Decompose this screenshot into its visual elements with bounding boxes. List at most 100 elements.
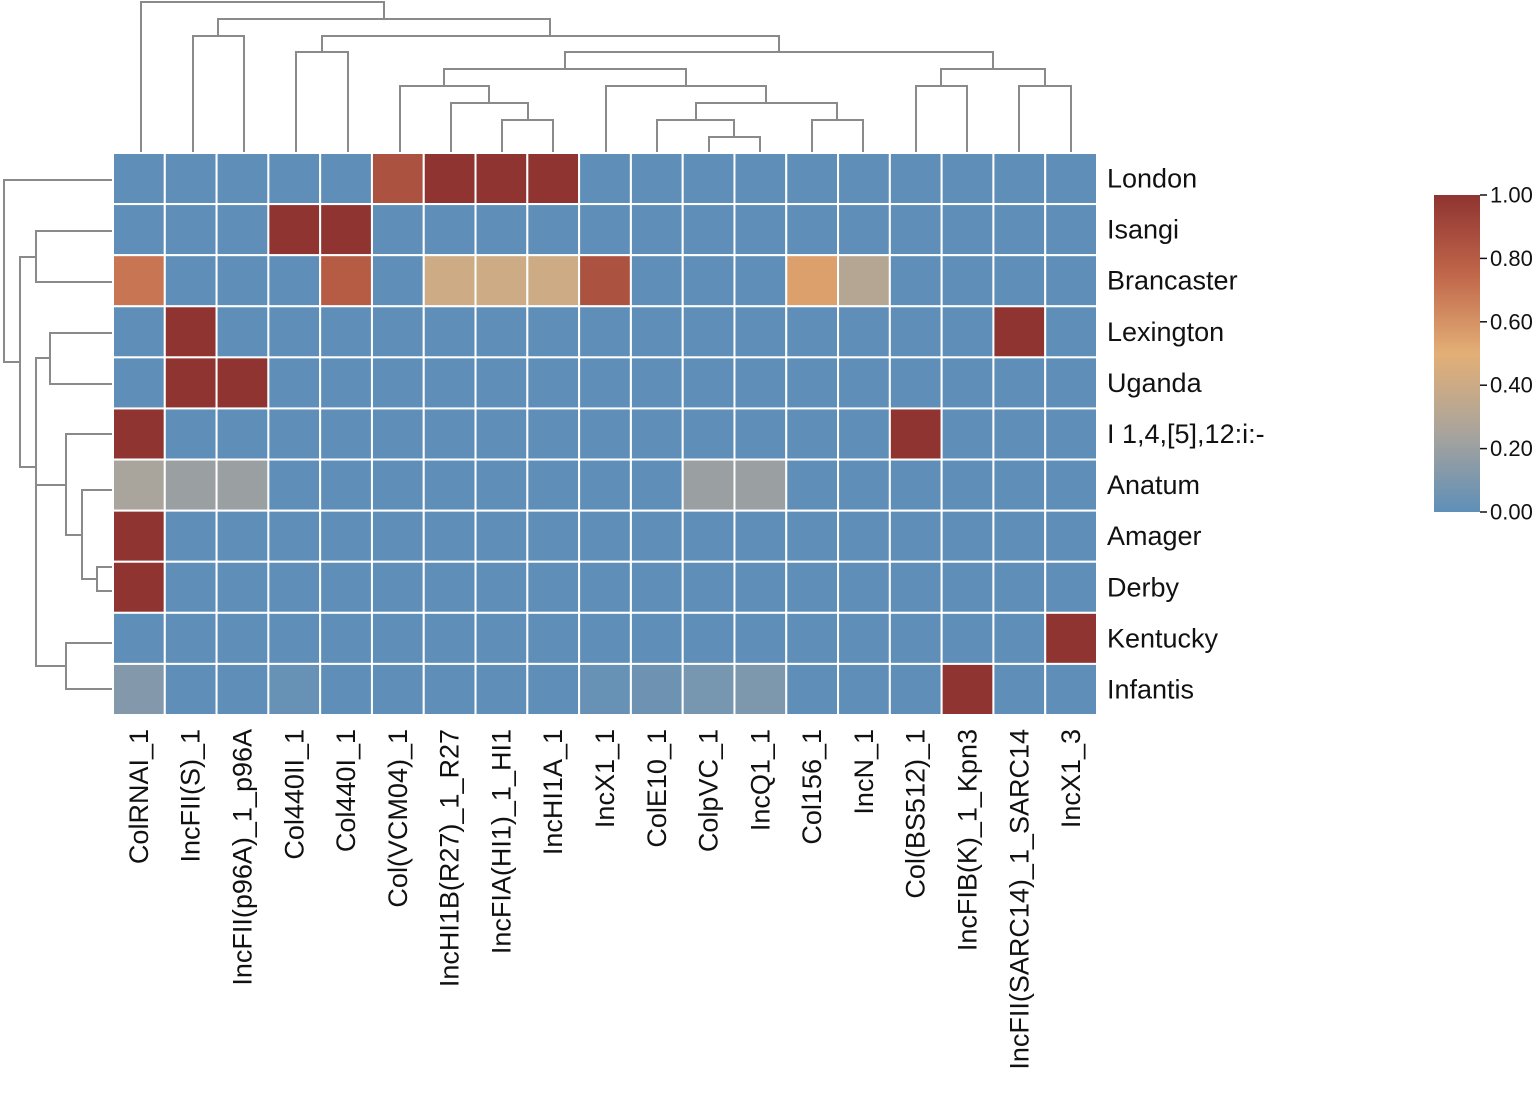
row-dendro-link [3,179,113,363]
heatmap-cell [888,509,943,563]
heatmap-cell [681,611,736,665]
heatmap-cell [733,560,788,614]
row-label: Kentucky [1107,623,1219,653]
row-label: Derby [1107,572,1180,602]
col-dendro-link [192,35,245,153]
heatmap-cell [578,509,632,563]
heatmap-cell [215,662,270,717]
heatmap-cell [267,458,322,512]
heatmap-cell [526,254,581,308]
heatmap-cell [837,152,891,206]
heatmap-cell [319,203,373,257]
heatmap-cell [370,509,425,563]
col-dendro-link [695,102,838,120]
heatmap-cell [474,254,529,308]
row-dendro-link [35,484,66,667]
heatmap-cell [888,662,943,717]
row-dendro-link [35,230,113,283]
heatmap-cell [629,560,684,614]
heatmap-cell [474,356,529,410]
heatmap-cell [940,305,995,359]
heatmap-cell [733,203,788,257]
col-dendro-link [501,119,554,153]
colorbar-tick-label: 0.80 [1490,246,1533,271]
heatmap-cell [629,662,684,717]
col-dendro-link [399,85,490,153]
heatmap-cell [940,509,995,563]
heatmap-cell [267,611,322,665]
heatmap-cell [578,407,632,461]
heatmap-cell [370,611,425,665]
heatmap-cell [370,203,425,257]
heatmap-cell [940,152,995,206]
column-label: IncFII(S)_1 [176,729,206,863]
heatmap-cell [1044,407,1099,461]
heatmap-cell [112,254,166,308]
heatmap-cell [733,611,788,665]
heatmap-cell [629,458,684,512]
heatmap-cell [888,356,943,410]
col-dendro-link [321,35,780,52]
heatmap-cell [785,152,840,206]
heatmap-cell [837,254,891,308]
heatmap-cell [267,509,322,563]
colorbar-tick-label: 0.00 [1490,500,1533,525]
heatmap-cell [578,458,632,512]
heatmap-cell [112,509,166,563]
heatmap-cell [629,509,684,563]
heatmap-cell [163,152,218,206]
heatmap-cell [629,305,684,359]
heatmap-cell [940,203,995,257]
heatmap-cell [474,509,529,563]
heatmap-cell [837,458,891,512]
heatmap-cell [681,560,736,614]
heatmap-cell [1044,611,1099,665]
col-dendro-link [217,18,551,36]
heatmap-cell [940,611,995,665]
heatmap-cell [733,509,788,563]
heatmap-cell [112,305,166,359]
row-dendro-link [19,256,36,468]
heatmap-cell [940,356,995,410]
heatmap-cell [370,662,425,717]
heatmap-cell [1044,509,1099,563]
heatmap-cell [163,407,218,461]
heatmap-cell [578,254,632,308]
row-label: Amager [1107,521,1202,551]
heatmap-cell [1044,458,1099,512]
heatmap-cell [733,458,788,512]
heatmap-cell [1044,305,1099,359]
column-label: IncQ1_1 [745,729,775,831]
heatmap-cell [785,305,840,359]
heatmap-cell [422,509,477,563]
heatmap-cell [1044,560,1099,614]
heatmap-cell [629,203,684,257]
heatmap-cell [319,254,373,308]
heatmap-cell [992,356,1047,410]
heatmap-cell [888,611,943,665]
heatmap-cell [837,305,891,359]
heatmap-cell [785,254,840,308]
heatmap-cell [112,560,166,614]
heatmap-cell [112,152,166,206]
column-label: ColE10_1 [642,729,672,848]
colorbar: 1.00 0.80 0.60 0.40 0.20 0.00 [1434,183,1533,525]
col-dendro-link [443,68,687,86]
column-label: IncFII(SARC14)_1_SARC14 [1004,729,1034,1070]
heatmap-cell [319,509,373,563]
heatmap-cell [319,407,373,461]
heatmap-cell [163,560,218,614]
heatmap-cell [163,254,218,308]
heatmap-cell [1044,356,1099,410]
heatmap-cell [215,305,270,359]
row-dendro-link [96,566,113,592]
heatmap-cell [888,305,943,359]
heatmap-cell [578,305,632,359]
heatmap-cell [992,662,1047,717]
column-label: Col(BS512)_1 [901,729,931,899]
heatmap-cell [422,254,477,308]
heatmap-cell [940,662,995,717]
heatmap-cell [422,611,477,665]
heatmap-cell [526,560,581,614]
heatmap-cell [940,560,995,614]
